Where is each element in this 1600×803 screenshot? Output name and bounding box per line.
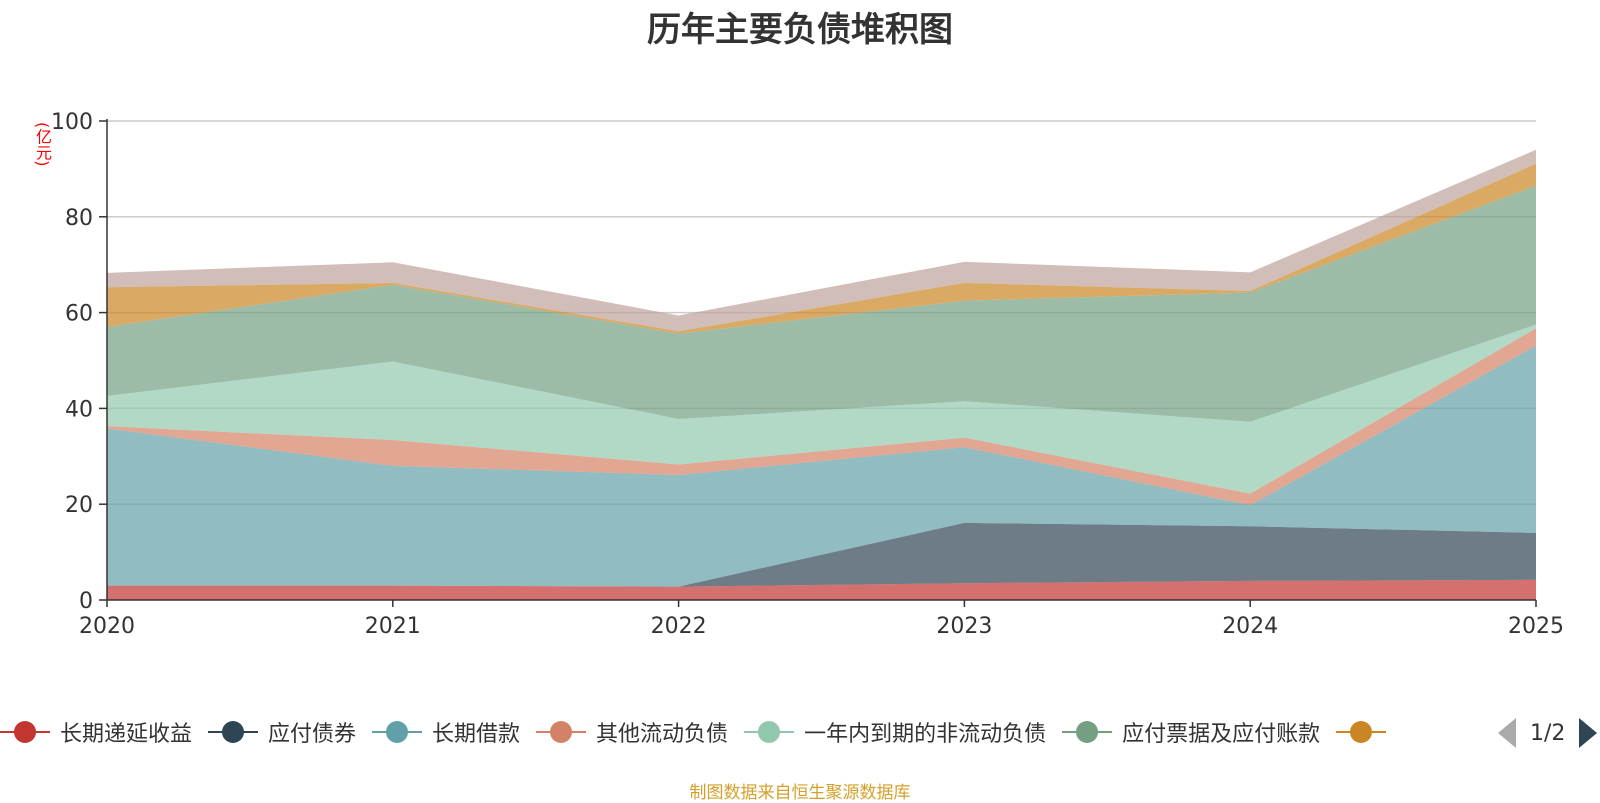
y-tick-label: 20 (65, 493, 93, 518)
legend-prev-page-icon[interactable] (1498, 718, 1516, 748)
legend-item-3[interactable]: 长期借款 (372, 716, 520, 748)
chart-plot: 0 20 40 60 80 100 2020 2021 2022 2023 2024 2025 (51, 110, 1564, 639)
y-axis-unit-label: (亿元) (33, 122, 52, 167)
axes: 0 20 40 60 80 100 2020 2021 2022 2023 2024 2025 (51, 110, 1564, 639)
legend-marker-icon (372, 719, 423, 745)
legend-marker-icon (744, 719, 795, 745)
legend-marker-icon (0, 719, 50, 745)
area-series-7 (107, 163, 1536, 334)
legend-label: 其他流动负债 (596, 722, 729, 747)
legend-label: 应付债券 (268, 722, 357, 747)
legend-page-indicator: 1/2 (1530, 720, 1566, 746)
x-tick-label: 2023 (936, 614, 992, 639)
legend-label: 一年内到期的非流动负债 (804, 722, 1047, 747)
legend-item-7[interactable] (1336, 719, 1396, 745)
legend-next-page-icon[interactable] (1579, 718, 1598, 748)
legend-marker-icon (1336, 719, 1387, 745)
y-tick-label: 100 (51, 110, 93, 135)
x-tick-label: 2020 (79, 614, 135, 639)
x-tick-label: 2022 (651, 614, 707, 639)
stacked-areas (107, 149, 1536, 600)
y-tick-label: 0 (79, 589, 93, 614)
chart-title: 历年主要负债堆积图 (647, 10, 953, 50)
y-tick-label: 80 (65, 206, 93, 231)
y-tick-label: 40 (65, 397, 93, 422)
area-series-5 (107, 324, 1536, 494)
legend-item-4[interactable]: 其他流动负债 (536, 716, 728, 748)
legend-item-2[interactable]: 应付债券 (208, 716, 356, 748)
x-tick-label: 2025 (1508, 614, 1564, 639)
legend-label: 应付票据及应付账款 (1122, 722, 1321, 747)
source-footnote: 制图数据来自恒生聚源数据库 (689, 783, 911, 803)
legend-marker-icon (536, 719, 587, 745)
area-series-3 (107, 345, 1536, 587)
legend-marker-icon (1062, 719, 1113, 745)
legend-pager: 1/2 (1498, 716, 1598, 750)
legend-marker-icon (208, 719, 259, 745)
legend: 长期递延收益 应付债券 长期借款 其他流动负债 一年内到期的非流动负债 应付票据及应付账款 (0, 714, 1600, 750)
x-tick-label: 2024 (1222, 614, 1278, 639)
legend-item-1[interactable]: 长期递延收益 (0, 716, 192, 748)
area-series-6 (107, 185, 1536, 422)
area-series-8 (107, 149, 1536, 332)
legend-label: 长期借款 (432, 722, 521, 747)
legend-label: 长期递延收益 (60, 722, 193, 747)
area-series-1 (107, 579, 1536, 600)
y-tick-label: 60 (65, 302, 93, 327)
area-series-4 (107, 328, 1536, 506)
x-tick-label: 2021 (365, 614, 421, 639)
legend-item-6[interactable]: 应付票据及应付账款 (1062, 716, 1320, 748)
legend-item-5[interactable]: 一年内到期的非流动负债 (744, 716, 1046, 748)
